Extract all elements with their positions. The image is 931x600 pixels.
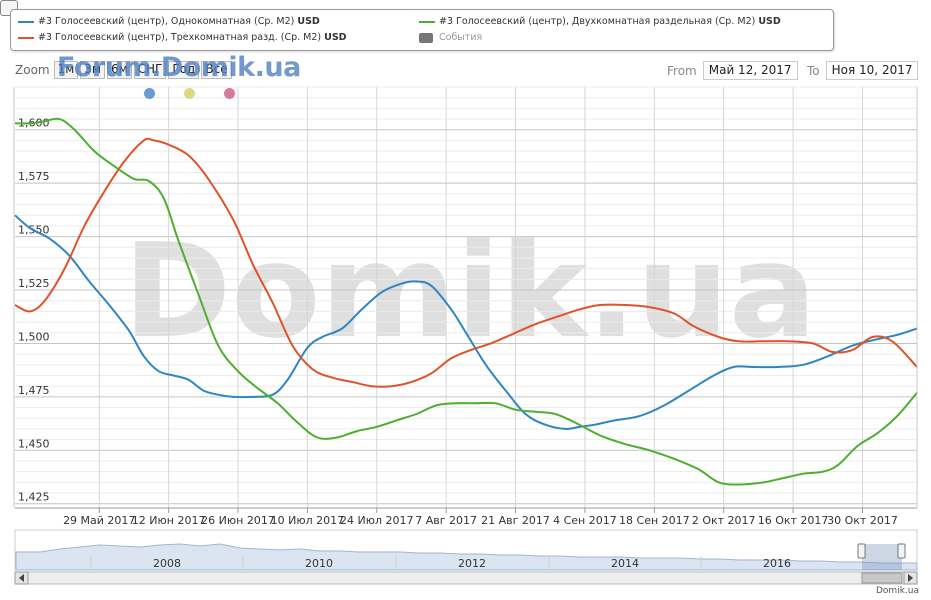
range-to-label: To [807,63,820,78]
x-tick-label: 4 Сен 2017 [553,514,617,527]
legend-label: #3 Голосеевский (центр), Трехкомнатная р… [38,32,322,43]
navigator-year-label: 2016 [763,557,791,570]
dot-yellow-icon[interactable] [184,88,195,99]
dot-blue-icon[interactable] [144,88,155,99]
legend-item-events[interactable]: События [419,32,482,43]
scrollbar-thumb[interactable] [861,572,903,584]
legend-swatch [18,20,34,23]
zoom-bar: Zoom 1м 3м 6м СНГ Год Все [15,61,234,79]
footer-credit[interactable]: Domik.ua [876,586,919,596]
x-tick-label: 26 Июн 2017 [201,514,275,527]
series-line-three-room[interactable] [14,137,918,388]
x-tick-label: 29 Май 2017 [63,514,135,527]
zoom-button-1y[interactable]: Год [168,61,200,79]
navigator-year-labels: 2008 2010 2012 2014 2016 [90,556,791,570]
scrollbar-track[interactable] [14,571,918,585]
legend-label: #3 Голосеевский (центр), Однокомнатная (… [38,16,295,27]
grid-lines [15,86,917,505]
x-tick-label: 10 Июл 2017 [271,514,345,527]
x-tick-label: 2 Окт 2017 [692,514,756,527]
series-line-two-room[interactable] [14,117,918,486]
navigator-handle-right[interactable] [897,543,906,559]
x-tick-label: 24 Июл 2017 [340,514,414,527]
x-grid-lines [98,87,863,508]
navigator-year-label: 2008 [153,557,181,570]
zoom-button-3m[interactable]: 3м [80,61,105,79]
y-tick-label: 1,575 [18,170,50,183]
zoom-label: Zoom [15,63,50,77]
navigator-area [15,543,918,571]
range-from-input[interactable]: Май 12, 2017 [702,61,798,80]
navigator-handle-left[interactable] [857,543,866,559]
legend-unit: USD [324,32,347,43]
y-tick-label: 1,425 [18,491,50,504]
legend-events-label: События [439,32,483,43]
y-tick-label: 1,450 [18,437,50,450]
legend-item-one-room[interactable]: #3 Голосеевский (центр), Однокомнатная (… [18,16,320,27]
range-from-label: From [667,63,697,78]
dot-pink-icon[interactable] [224,88,235,99]
legend-item-three-room[interactable]: #3 Голосеевский (центр), Трехкомнатная р… [18,32,347,43]
series-line-one-room[interactable] [14,214,918,430]
x-tick-label: 18 Сен 2017 [619,514,690,527]
scrollbar[interactable] [14,571,918,585]
watermark-large: Domik.ua [123,215,816,367]
legend-swatch [18,36,34,39]
zoom-button-ytd[interactable]: СНГ [133,61,167,79]
navigator-year-label: 2010 [305,557,333,570]
x-tick-label: 30 Окт 2017 [827,514,898,527]
watermark-small: Forum.Domik.ua [57,52,301,83]
range-to: To Ноя 10, 2017 [807,61,919,80]
color-dots [144,88,264,99]
navigator-selection[interactable] [862,544,902,570]
legend-swatch [419,20,435,23]
legend: #3 Голосеевский (центр), Однокомнатная (… [10,9,834,51]
zoom-button-1m[interactable]: 1м [53,61,79,79]
legend-unit: USD [758,16,781,27]
arrow-right-icon [908,574,913,582]
y-tick-label: 1,475 [18,384,50,397]
x-tick-label: 16 Окт 2017 [758,514,829,527]
navigator[interactable]: 2008 2010 2012 2014 2016 [14,529,918,571]
x-tick-label: 12 Июн 2017 [132,514,206,527]
navigator-year-label: 2012 [458,557,486,570]
legend-label: #3 Голосеевский (центр), Двухкомнатная р… [439,16,756,27]
zoom-button-all[interactable]: Все [201,61,232,79]
y-tick-label: 1,525 [18,277,50,290]
events-icon [419,32,433,43]
navigator-year-label: 2014 [611,557,639,570]
range-from: From Май 12, 2017 [667,61,798,80]
arrow-left-icon [19,574,24,582]
legend-unit: USD [297,16,320,27]
range-to-input[interactable]: Ноя 10, 2017 [825,61,919,80]
x-tick-label: 21 Авг 2017 [481,514,550,527]
legend-item-two-room[interactable]: #3 Голосеевский (центр), Двухкомнатная р… [419,16,781,27]
x-tick-label: 7 Авг 2017 [415,514,477,527]
series-lines [14,117,918,486]
y-tick-label: 1,500 [18,330,50,343]
zoom-button-6m[interactable]: 6м [106,61,132,79]
